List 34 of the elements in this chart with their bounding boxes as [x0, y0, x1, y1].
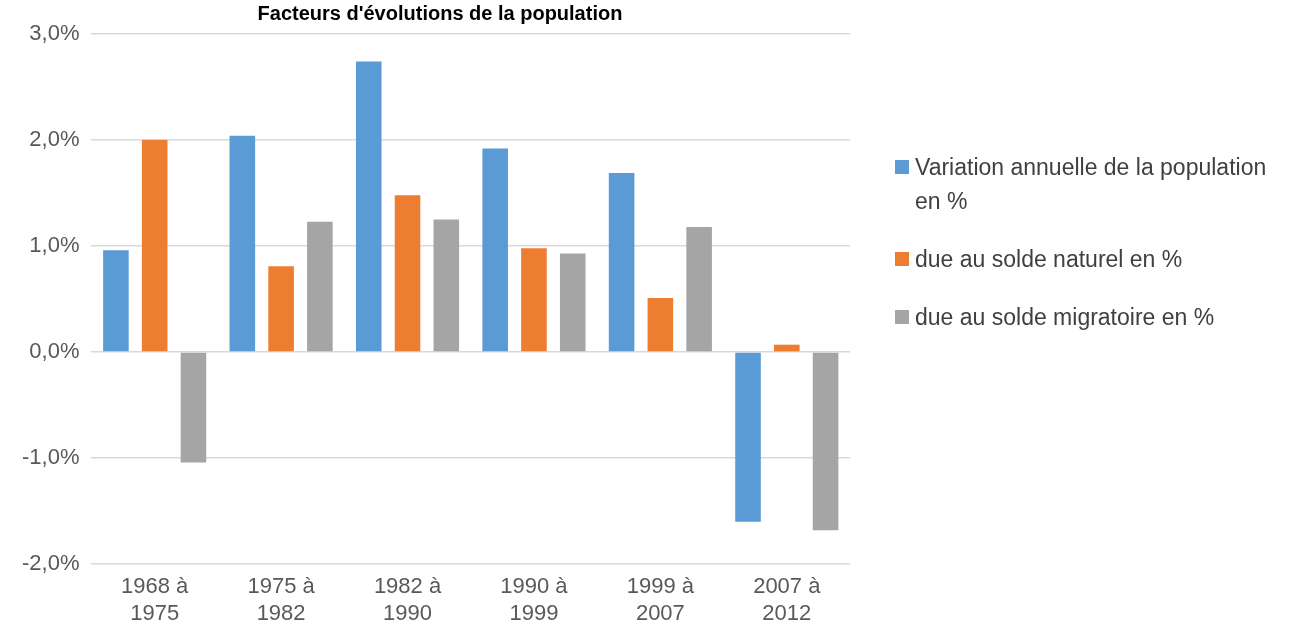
bar — [103, 250, 129, 352]
bar — [229, 135, 256, 352]
bar — [433, 219, 460, 352]
x-tick-label: 1990 à 1999 — [500, 573, 569, 625]
y-tick-label: -2,0% — [21, 550, 80, 576]
bar — [355, 61, 382, 352]
bar — [735, 352, 761, 522]
x-tick-label: 1999 à 2007 — [626, 573, 695, 625]
x-tick-label: 1968 à 1975 — [121, 573, 190, 625]
bar — [647, 298, 674, 352]
legend-label: due au solde migratoire en % — [915, 303, 1215, 332]
bar — [141, 140, 168, 352]
bar — [180, 352, 207, 463]
legend-label: due au solde naturel en % — [915, 245, 1183, 274]
y-tick-label: 0,0% — [29, 338, 80, 364]
y-tick-label: 2,0% — [29, 126, 80, 152]
y-tick-label: 1,0% — [29, 232, 80, 258]
bar — [307, 221, 333, 352]
bar — [774, 344, 800, 352]
bar — [482, 148, 508, 352]
x-tick-label: 1982 à 1990 — [373, 573, 442, 625]
bar — [608, 172, 635, 352]
x-tick-label: 2007 à 2012 — [753, 573, 822, 625]
bar — [559, 253, 586, 352]
y-tick-label: 3,0% — [29, 20, 80, 46]
bar — [268, 266, 294, 352]
x-tick-label: 1975 à 1982 — [247, 573, 316, 625]
y-tick-label: -1,0% — [21, 444, 80, 470]
bar — [394, 195, 421, 352]
legend-label: Variation annuelle de la population en % — [915, 153, 1268, 216]
bar — [521, 248, 547, 352]
bar — [686, 226, 712, 352]
chart-title: Facteurs d'évolutions de la population — [257, 2, 623, 24]
bar — [812, 352, 839, 531]
